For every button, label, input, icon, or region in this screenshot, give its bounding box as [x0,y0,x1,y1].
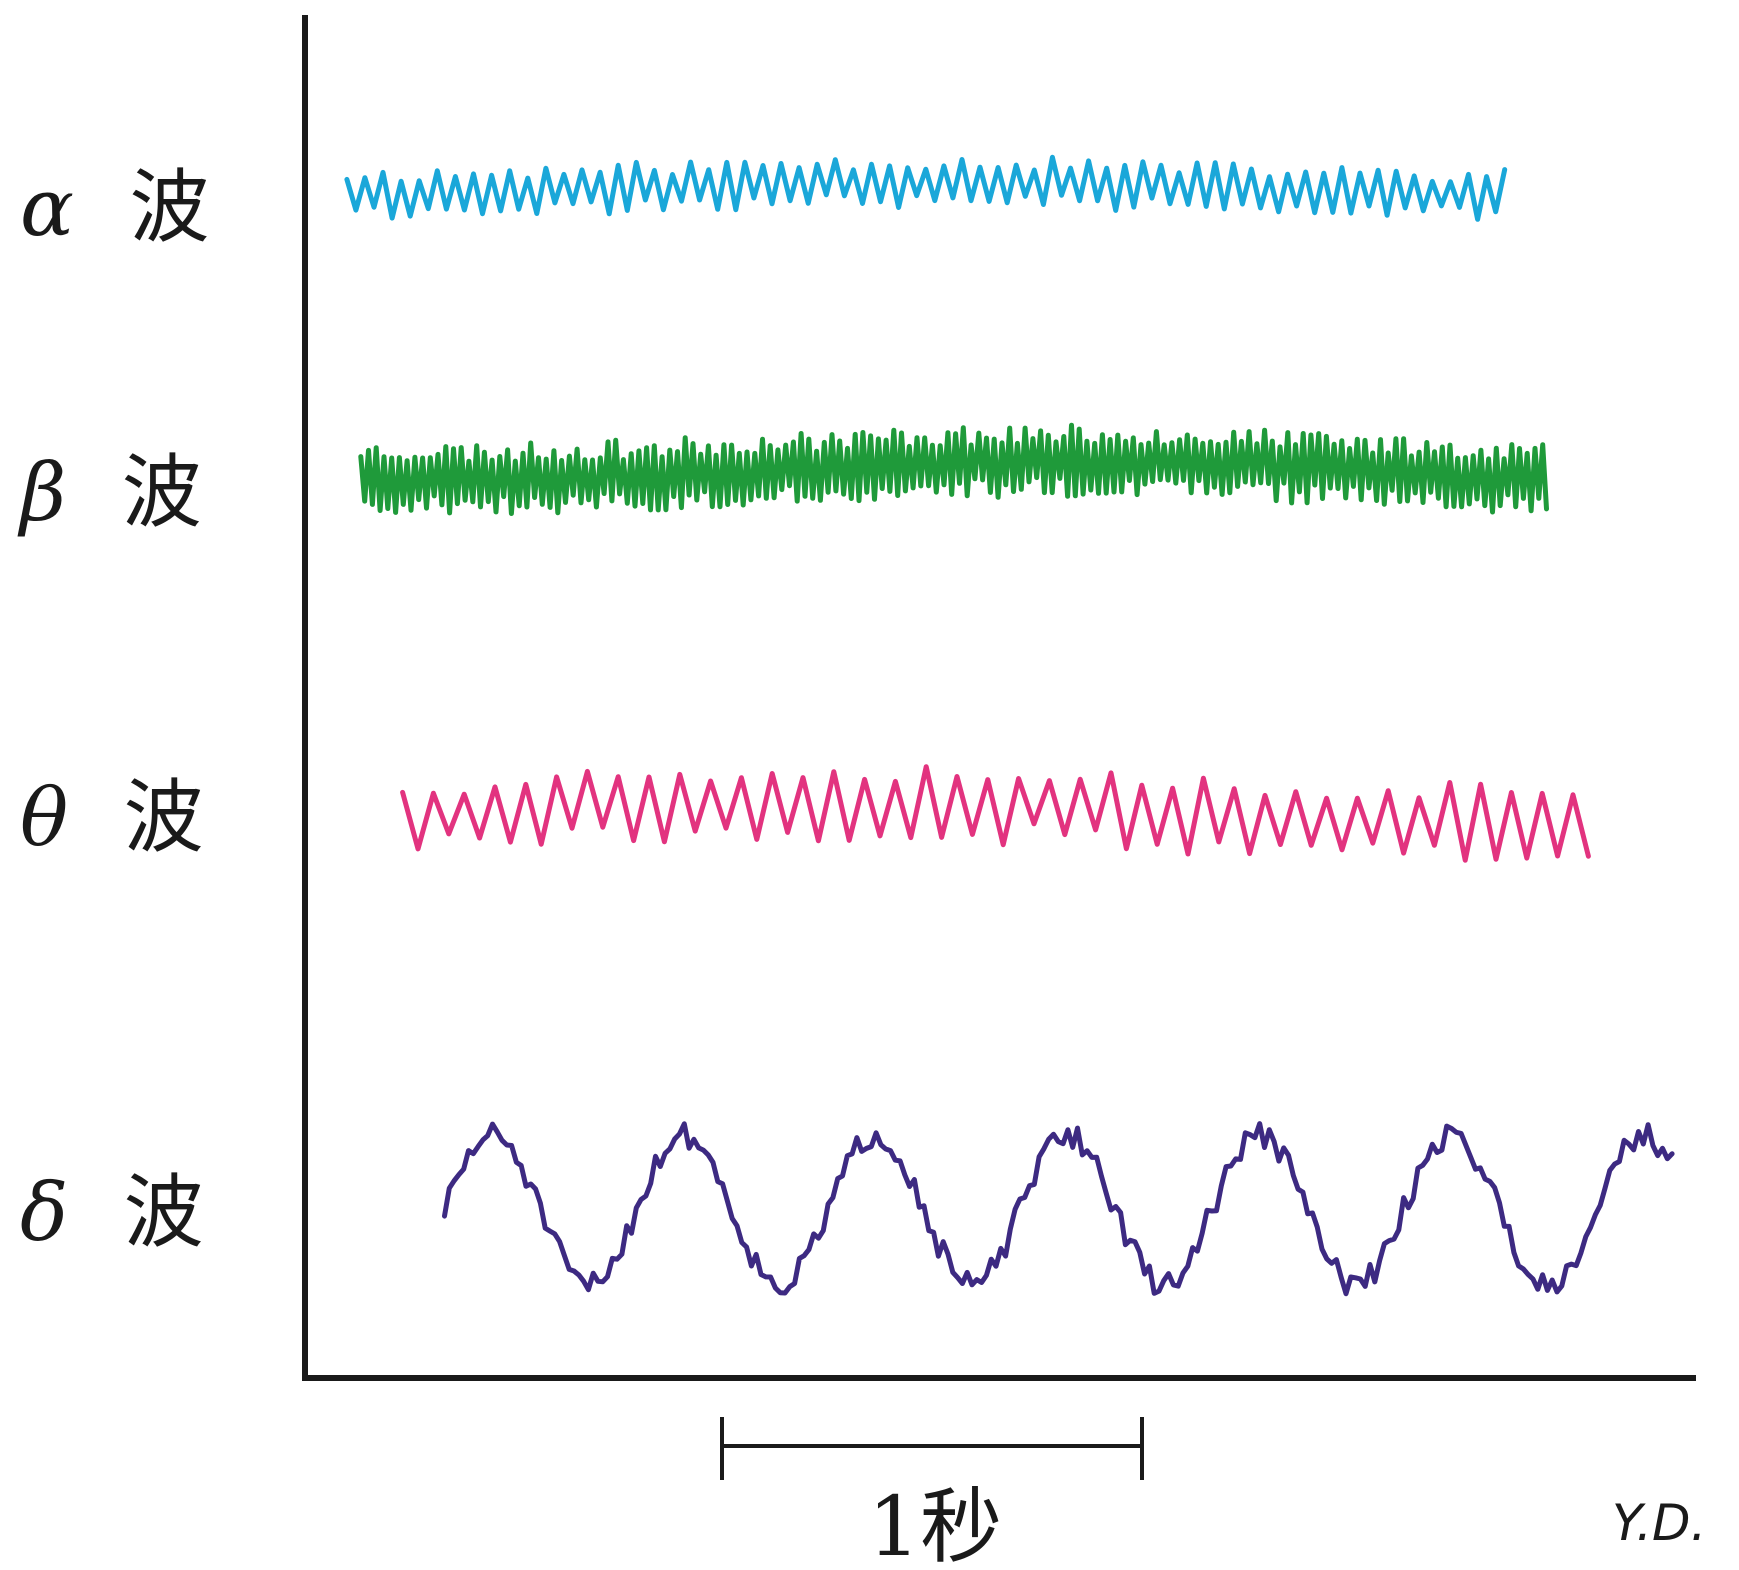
beta-wave-char: 波 [122,446,202,539]
label-alpha-wave: α 波 [20,161,209,254]
alpha-wave-char: 波 [129,161,209,254]
beta-wave-trace [358,422,1549,516]
alpha-symbol: α [20,161,74,254]
theta-wave-char: 波 [124,771,204,864]
scale-bar-label: 1秒 [868,1480,1002,1570]
alpha-wave-trace [344,154,1508,222]
time-scale-bar [720,1417,1144,1480]
theta-wave-trace [400,764,1591,863]
delta-symbol: δ [20,1166,68,1259]
label-delta-wave: δ 波 [20,1166,204,1259]
artist-signature: Y.D. [1612,1494,1706,1552]
beta-symbol: β [17,446,66,539]
delta-wave-trace [442,1121,1675,1297]
delta-wave-char: 波 [124,1166,204,1259]
theta-symbol: θ [20,771,68,864]
label-theta-wave: θ 波 [20,771,204,864]
label-beta-wave: β 波 [17,446,202,539]
